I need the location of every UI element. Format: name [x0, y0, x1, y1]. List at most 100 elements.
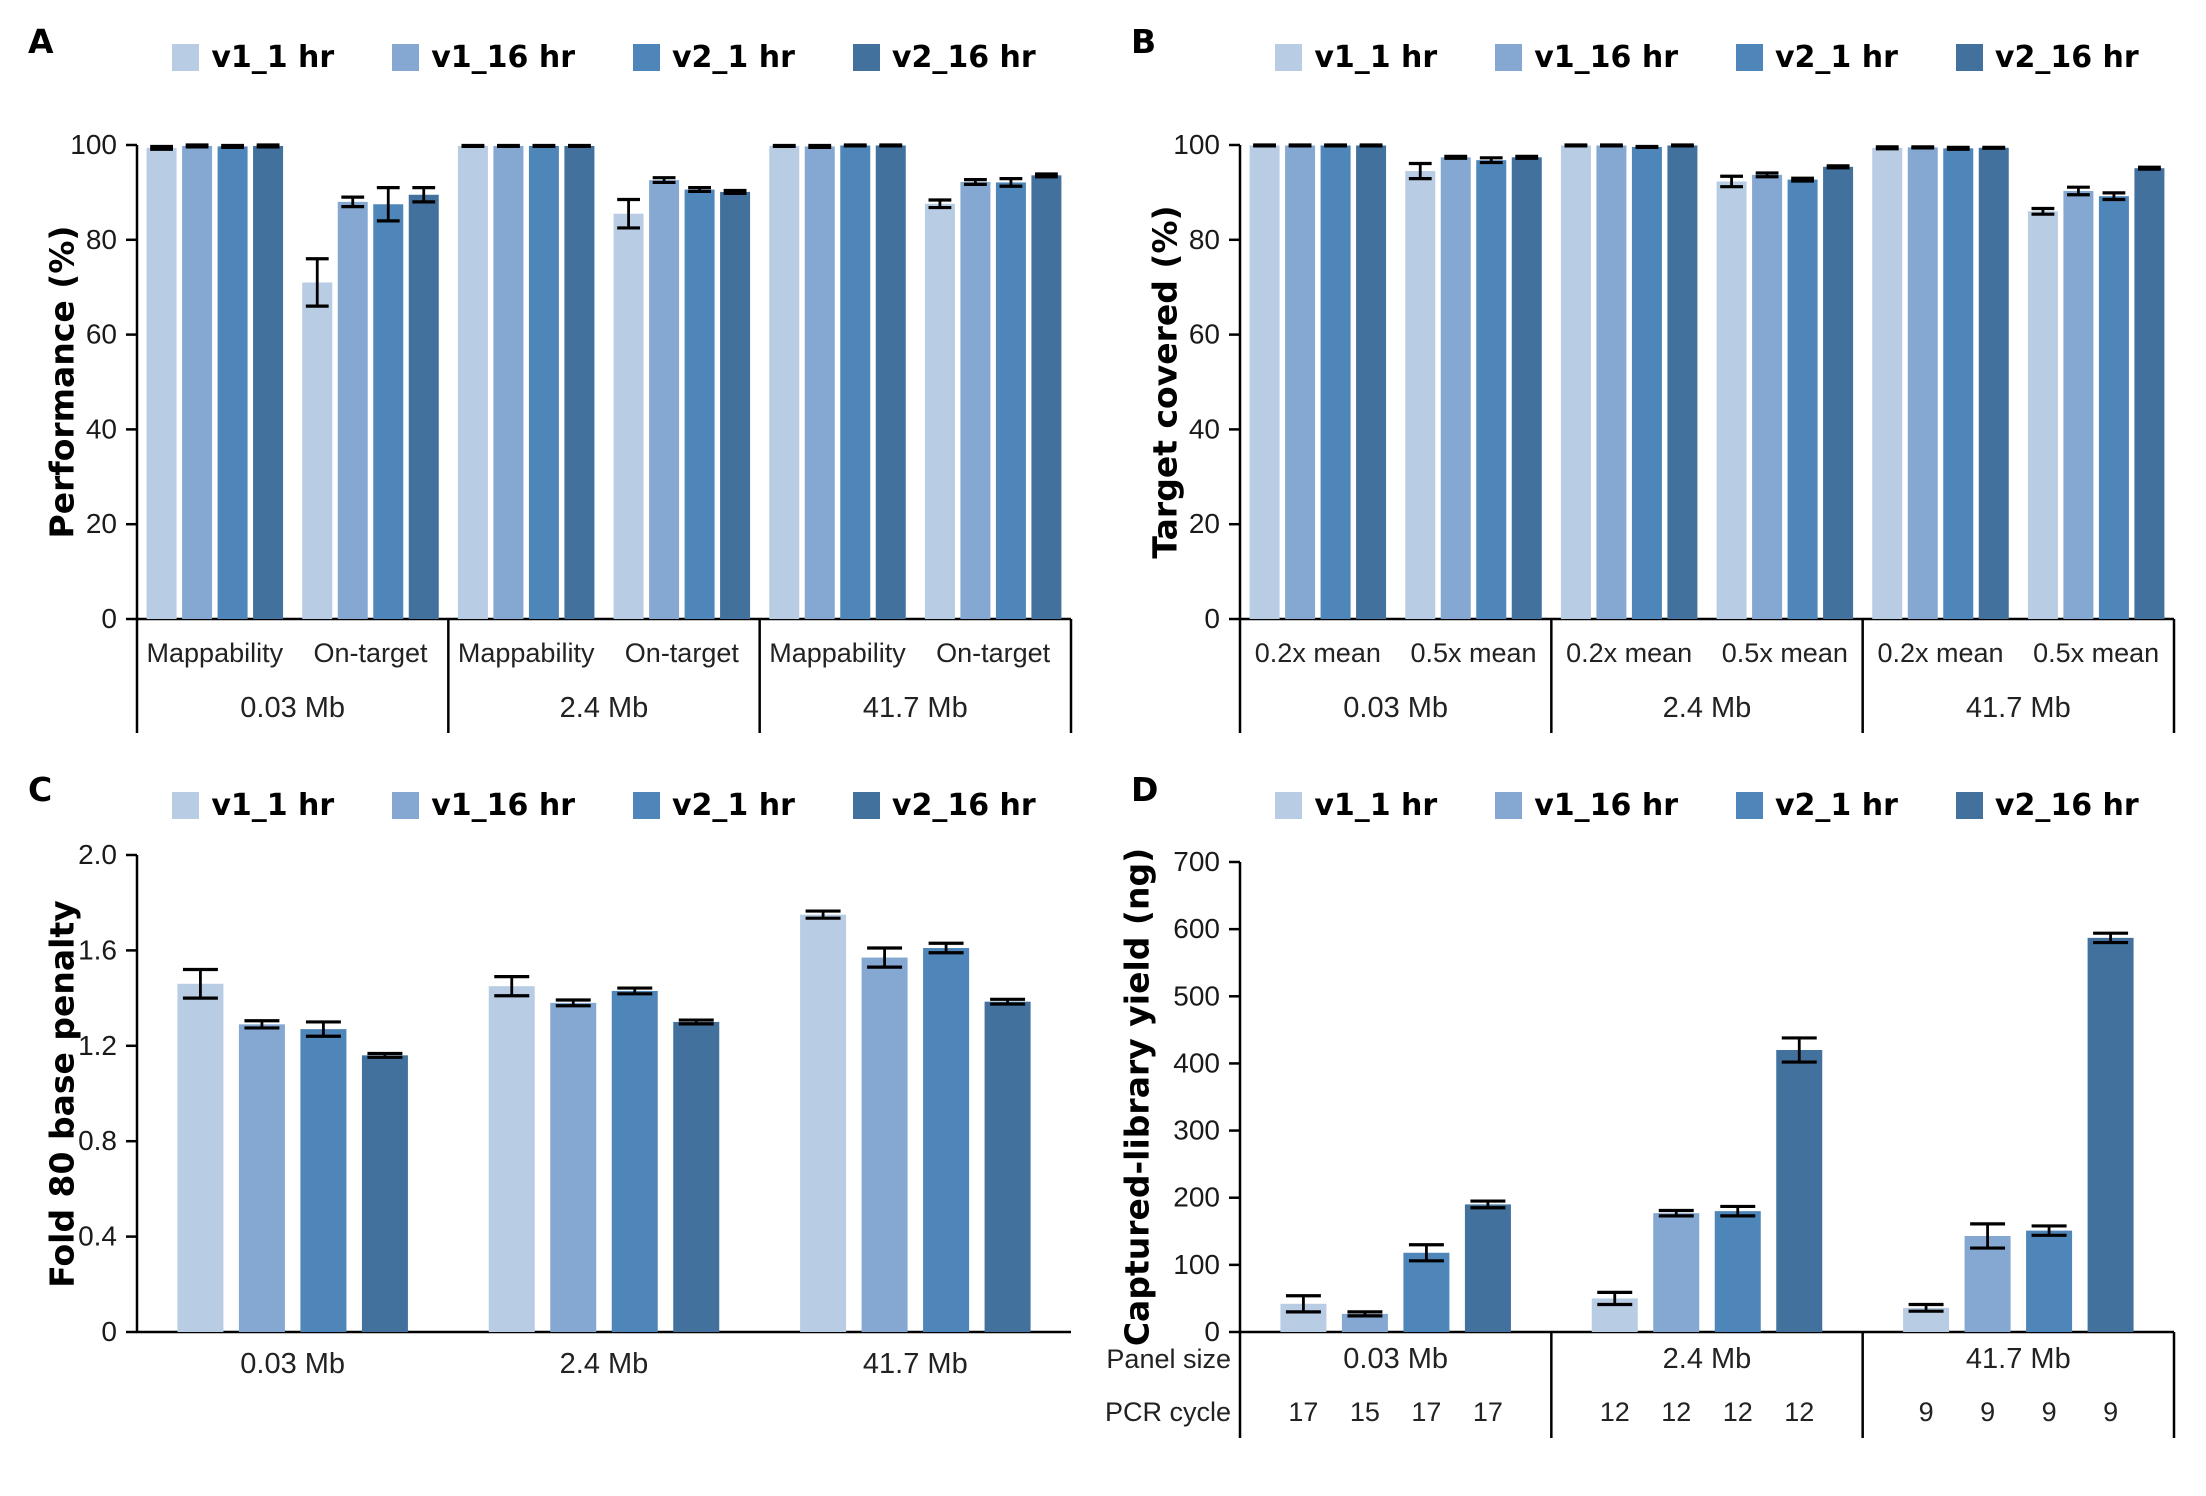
- group-label: 2.4 Mb: [560, 692, 649, 724]
- bar: [1964, 1235, 2011, 1332]
- y-tick-label: 0.8: [78, 1125, 117, 1156]
- bar: [2027, 211, 2058, 620]
- legend-item: v1_16 hr: [1495, 788, 1678, 823]
- bar: [2063, 190, 2094, 619]
- bar: [217, 146, 248, 619]
- bar: [1872, 147, 1903, 619]
- subgroup-label: 0.5x mean: [2033, 638, 2159, 668]
- legend-item: v2_16 hr: [852, 40, 1036, 75]
- bar: [1285, 145, 1316, 619]
- bar: [684, 189, 715, 619]
- subgroup-label: Mappability: [147, 638, 284, 668]
- bar: [2026, 1230, 2073, 1332]
- panel-b-letter: B: [1131, 22, 1157, 61]
- legend-label: v2_1 hr: [672, 788, 795, 823]
- bar: [146, 147, 177, 619]
- legend-swatch-icon: [1275, 792, 1303, 819]
- bar: [1476, 160, 1507, 619]
- panel-c: C v1_1 hr v1_16 hr v2_1 hr v2_16 hr Fold 80…: [0, 748, 1103, 1496]
- y-tick-label: 300: [1173, 1115, 1220, 1146]
- plot-area-c: 0 0.4 0.8 1.2 1.6 2.0 0.03 Mb 2.4 Mb 41.7 Mb: [78, 839, 1071, 1380]
- bar: [1405, 171, 1436, 619]
- bar: [238, 1024, 285, 1332]
- y-tick-label: 0: [101, 603, 117, 634]
- bar: [960, 181, 991, 620]
- pcr-cycle-value: 12: [1661, 1397, 1691, 1427]
- bar: [1464, 1204, 1511, 1332]
- bar: [769, 145, 800, 619]
- legend-label: v1_1 hr: [1314, 40, 1438, 75]
- y-tick-label: 500: [1173, 980, 1220, 1011]
- panel-a: A v1_1 hr v1_16 hr v2_1 hr v2_16 hr Perform…: [0, 0, 1103, 748]
- bar: [861, 957, 908, 1332]
- y-tick-label: 600: [1173, 913, 1220, 944]
- legend: v1_1 hr v1_16 hr v2_1 hr v2_16 hr: [1240, 788, 2174, 823]
- y-tick-label: 1.2: [78, 1030, 117, 1061]
- bar: [995, 182, 1026, 620]
- group-label: 2.4 Mb: [560, 1348, 649, 1380]
- legend-swatch-icon: [392, 792, 420, 819]
- bar: [611, 990, 658, 1332]
- pcr-cycle-value: 9: [2042, 1397, 2057, 1427]
- bar: [1031, 175, 1062, 619]
- legend-label: v1_16 hr: [1534, 788, 1678, 823]
- bar: [550, 1002, 597, 1332]
- bar: [1560, 145, 1591, 619]
- bar: [493, 145, 524, 619]
- bar: [1596, 145, 1627, 619]
- bar: [1787, 179, 1818, 620]
- subgroup-label: 0.2x mean: [1877, 638, 2003, 668]
- legend-swatch-icon: [1495, 792, 1523, 819]
- legend-swatch-icon: [172, 792, 200, 819]
- panel-d: D v1_1 hr v1_16 hr v2_1 hr v2_16 hr Capture…: [1103, 748, 2206, 1496]
- legend-label: v2_16 hr: [1994, 40, 2139, 75]
- bar: [1341, 1313, 1388, 1332]
- bar: [649, 180, 680, 620]
- pcr-cycle-value: 12: [1723, 1397, 1753, 1427]
- panel-c-letter: C: [28, 770, 53, 809]
- legend: v1_1 hr v1_16 hr v2_1 hr v2_16 hr: [137, 788, 1071, 823]
- panel-a-letter: A: [28, 22, 54, 61]
- y-tick-label: 700: [1173, 846, 1220, 877]
- bar: [840, 145, 871, 619]
- group-label: 41.7 Mb: [1966, 1343, 2071, 1375]
- panel-b: B v1_1 hr v1_16 hr v2_1 hr v2_16 hr Target …: [1103, 0, 2206, 748]
- bar: [875, 145, 906, 619]
- bar: [1403, 1252, 1450, 1332]
- y-tick-label: 40: [86, 413, 117, 444]
- legend-item: v1_16 hr: [392, 788, 575, 823]
- bar: [408, 194, 439, 619]
- legend-swatch-icon: [1495, 44, 1523, 71]
- bar: [1714, 1211, 1761, 1332]
- pcr-cycle-value: 12: [1600, 1397, 1630, 1427]
- legend-label: v1_16 hr: [431, 788, 575, 823]
- bar: [177, 983, 224, 1332]
- legend-item: v1_16 hr: [392, 40, 575, 75]
- legend-label: v2_16 hr: [891, 40, 1036, 75]
- row-label-panel-size: Panel size: [1106, 1344, 1231, 1374]
- y-tick-label: 1.6: [78, 934, 117, 965]
- legend-swatch-icon: [633, 44, 660, 71]
- y-tick-label: 100: [1173, 129, 1220, 160]
- legend-label: v2_16 hr: [891, 788, 1036, 823]
- bar: [488, 986, 535, 1332]
- subgroup-label: On-target: [625, 638, 740, 668]
- bar: [1752, 174, 1783, 619]
- pcr-cycle-value: 15: [1350, 1397, 1380, 1427]
- legend-item: v2_1 hr: [1736, 788, 1898, 823]
- legend-swatch-icon: [172, 44, 200, 71]
- subgroup-label: On-target: [936, 638, 1051, 668]
- subgroup-label: Mappability: [458, 638, 595, 668]
- y-tick-label: 60: [86, 319, 117, 350]
- plot-area-a: 0 20 40 60 80 100 Mappability On-target 0.03 Mb M…: [70, 129, 1073, 733]
- legend-label: v2_1 hr: [672, 40, 795, 75]
- bar: [1653, 1213, 1700, 1332]
- legend-label: v2_1 hr: [1775, 40, 1898, 75]
- legend-label: v1_16 hr: [431, 40, 575, 75]
- bar: [924, 203, 955, 619]
- bar: [2098, 196, 2129, 619]
- legend-label: v2_1 hr: [1775, 788, 1898, 823]
- bar: [1320, 145, 1351, 619]
- plot-area-b: 0 20 40 60 80 100 0.2x mean 0.5x mean 0.03 Mb 0.2…: [1173, 129, 2176, 733]
- legend-item: v2_1 hr: [633, 40, 795, 75]
